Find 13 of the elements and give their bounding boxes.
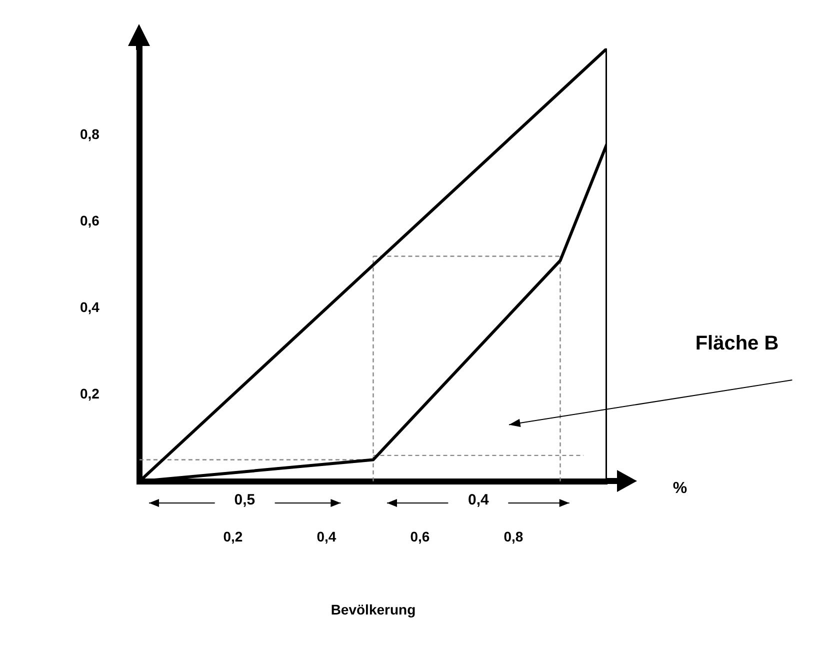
y-tick-label: 0,6: [80, 212, 100, 228]
x-tick-label: 0,8: [504, 528, 524, 545]
x-tick-label: 0,2: [223, 528, 243, 545]
y-tick-label: 0,2: [80, 386, 100, 402]
text: 0,5: [234, 492, 256, 509]
y-tick-label: 0,8: [80, 126, 100, 142]
y-tick-label: 0,4: [80, 299, 100, 316]
x-axis-title: Bevölkerung: [330, 601, 416, 618]
x-tick-label: 0,4: [316, 528, 336, 545]
x-tick-label: 0,6: [410, 528, 430, 545]
text: %: [672, 480, 688, 498]
text: 0,4: [468, 492, 489, 509]
text: Fläche B: [695, 332, 779, 356]
